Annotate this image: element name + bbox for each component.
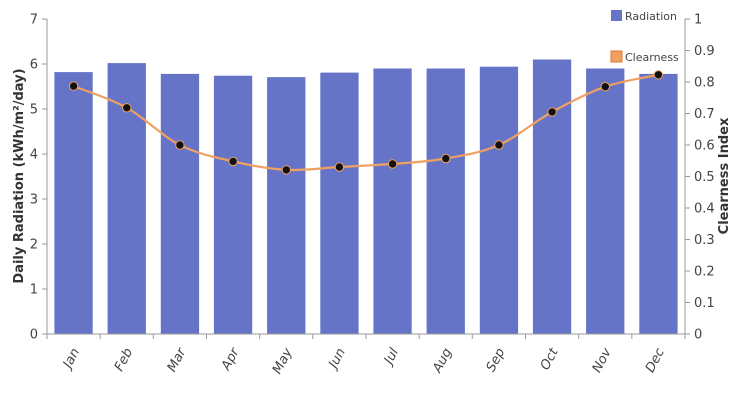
x-tick-label: Mar (165, 344, 191, 374)
y2-tick-label: 0.7 (694, 107, 715, 122)
y-tick-label: 6 (30, 58, 38, 73)
y2-axis-title: Clearness Index (717, 117, 731, 234)
x-tick-label: Jan (59, 346, 83, 373)
y2-tick-label: 1 (694, 13, 702, 28)
x-tick-label: Nov (590, 346, 615, 376)
clearness-point (334, 162, 345, 172)
clearness-point (653, 70, 664, 80)
clearness-point (122, 103, 132, 113)
radiation-bar (479, 66, 519, 334)
clearness-line-layer (68, 70, 664, 175)
clearness-point (441, 153, 451, 164)
radiation-bar (160, 73, 200, 335)
y2-tick-label: 0 (694, 328, 702, 343)
y-tick-label: 2 (30, 238, 38, 253)
y2-tick-label: 0.8 (694, 76, 715, 91)
y-tick-label: 5 (30, 103, 38, 118)
y-tick-label: 3 (30, 193, 38, 208)
y2-tick-label: 0.1 (694, 296, 715, 311)
radiation-bars (54, 59, 678, 335)
radiation-bar (267, 77, 306, 334)
clearness-point (494, 140, 504, 150)
legend-label-clearness: Clearness (625, 51, 679, 64)
x-tick-label: Apr (218, 344, 243, 373)
y2-tick-label: 0.3 (694, 233, 715, 248)
left-axis-ticks: 0 1 2 3 4 5 6 7 (30, 13, 47, 343)
clearness-point (68, 81, 79, 91)
clearness-point (547, 107, 557, 117)
x-tick-label: May (270, 346, 296, 377)
radiation-bar (532, 59, 572, 334)
y2-tick-label: 0.5 (694, 170, 715, 185)
clearness-point (600, 82, 610, 92)
y2-tick-label: 0.2 (694, 265, 715, 280)
clearness-point (175, 140, 185, 150)
legend: Radiation Clearness (610, 10, 679, 64)
radiation-bar (373, 68, 412, 334)
radiation-bar (426, 68, 465, 334)
y-axis-title: Daily Radiation (kWh/m²/day) (12, 68, 27, 283)
y2-tick-label: 0.9 (694, 44, 715, 59)
clearness-point (281, 165, 291, 175)
legend-swatch-radiation (611, 10, 622, 21)
x-tick-label: Oct (538, 345, 562, 373)
radiation-bar (639, 73, 678, 335)
y-tick-label: 4 (30, 148, 38, 163)
radiation-bar (320, 72, 359, 334)
radiation-bar (54, 72, 93, 334)
y2-tick-label: 0.4 (694, 202, 715, 217)
right-axis-ticks: 0 0.1 0.2 0.3 0.4 0.5 0.6 0.7 0.8 0.9 1 (685, 13, 715, 343)
y-tick-label: 7 (30, 13, 38, 28)
x-tick-label: Feb (112, 346, 136, 374)
legend-label-radiation: Radiation (625, 10, 677, 23)
radiation-bar (213, 75, 253, 334)
x-tick-label: Jul (380, 345, 402, 369)
y-tick-label: 0 (30, 328, 38, 343)
x-tick-label: Dec (643, 346, 668, 375)
y-tick-label: 1 (30, 283, 38, 298)
y2-tick-label: 0.6 (694, 139, 715, 154)
clearness-point (228, 156, 238, 167)
x-tick-label: Sep (484, 346, 509, 375)
x-tick-label: Jun (325, 346, 349, 374)
category-axis-ticks: Jan Feb Mar Apr May Jun Jul Aug Sep Oct Nov Dec (46, 334, 686, 377)
radiation-bar (586, 68, 625, 334)
legend-swatch-clearness (610, 50, 623, 63)
x-tick-label: Aug (430, 346, 456, 376)
clearness-point (387, 159, 398, 169)
